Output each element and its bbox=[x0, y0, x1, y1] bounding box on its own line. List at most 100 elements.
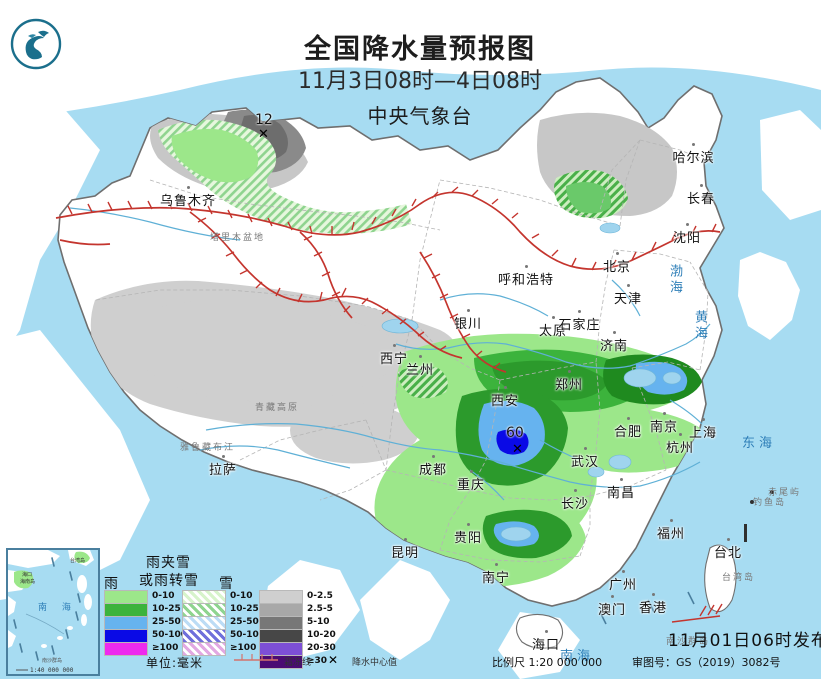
legend-snow-swatch bbox=[259, 629, 303, 643]
city-label-text: 合肥 bbox=[614, 425, 643, 440]
city-label: 银川 bbox=[454, 309, 482, 332]
svg-text:南 海: 南 海 bbox=[38, 601, 77, 613]
legend-sleet-swatch bbox=[182, 629, 226, 643]
frost-line-label: 霜冻线 bbox=[284, 658, 312, 668]
city-label: 重庆 bbox=[457, 470, 485, 493]
city-marker-dot bbox=[726, 538, 730, 541]
city-label-text: 银川 bbox=[454, 317, 483, 332]
city-marker-dot bbox=[186, 186, 190, 189]
city-label-text: 拉萨 bbox=[209, 463, 238, 478]
legend-snow-label: 0-2.5 bbox=[307, 591, 333, 601]
city-marker-dot bbox=[567, 370, 571, 373]
islands bbox=[515, 544, 737, 649]
city-label: 广州 bbox=[609, 570, 637, 593]
legend-snow-label: 20-30 bbox=[307, 643, 336, 653]
svg-text:1:40 000 000: 1:40 000 000 bbox=[30, 667, 74, 674]
city-marker-dot bbox=[573, 489, 577, 492]
sea-label: 渤海 bbox=[667, 264, 682, 296]
city-label: 南昌 bbox=[607, 478, 635, 501]
precip-center-x-icon: ✕ bbox=[512, 442, 523, 457]
city-label: 南京 bbox=[650, 412, 678, 435]
sleet-area-gansu bbox=[398, 365, 448, 399]
city-label-text: 呼和浩特 bbox=[498, 273, 555, 288]
south-china-sea-inset-map: 南 海 海口 海南岛 台湾岛 南沙群岛 1:40 000 000 bbox=[6, 548, 100, 676]
city-label: 台北 bbox=[714, 538, 742, 561]
city-label: 长沙 bbox=[561, 489, 589, 512]
geographic-feature-label: 青藏高原 bbox=[255, 403, 300, 413]
map-approval-number: 审图号：GS（2019）3082号 bbox=[632, 656, 781, 669]
precipitation-fields bbox=[90, 109, 724, 606]
city-marker-dot bbox=[701, 418, 705, 421]
geographic-feature-label: 南沙群岛 bbox=[666, 637, 711, 647]
legend-snow-swatch bbox=[259, 616, 303, 630]
city-label: 昆明 bbox=[391, 538, 419, 561]
precip-center-value: 12 bbox=[255, 112, 273, 128]
legend-header-rain: 雨 bbox=[104, 576, 119, 592]
city-label-text: 香港 bbox=[639, 601, 668, 616]
legend-columns: 雨 雨夹雪 或雨转雪 雪 0-10 10-25 25-50 50-100 ≥100 0-… bbox=[104, 546, 404, 679]
geographic-feature-label: 台湾岛 bbox=[722, 573, 756, 583]
legend-sleet-label: 50-100 bbox=[230, 630, 266, 640]
sea-label: 东海 bbox=[742, 436, 777, 451]
city-marker-dot bbox=[615, 252, 619, 255]
city-label: 成都 bbox=[419, 455, 447, 478]
city-marker-dot bbox=[692, 143, 695, 146]
city-marker-dot bbox=[221, 455, 225, 458]
legend-snow-label: 10-20 bbox=[307, 630, 336, 640]
city-label: 西安 bbox=[491, 386, 519, 409]
legend-sleet-label: 25-50 bbox=[230, 617, 259, 627]
city-label-text: 广州 bbox=[609, 578, 638, 593]
city-label-text: 西安 bbox=[491, 394, 520, 409]
legend-snow-swatch bbox=[259, 655, 303, 669]
city-label: 贵阳 bbox=[454, 523, 482, 546]
legend-rain-label: 0-10 bbox=[152, 591, 175, 601]
wind-barb-symbol bbox=[671, 603, 723, 623]
map-scale: 比例尺 1:20 000 000 bbox=[492, 656, 603, 669]
city-marker-dot bbox=[403, 538, 407, 541]
legend-rain-label: 10-25 bbox=[152, 604, 181, 614]
city-marker-dot bbox=[551, 316, 555, 319]
city-label: 拉萨 bbox=[209, 455, 237, 478]
city-label: 济南 bbox=[600, 331, 628, 354]
legend-header-sleet-line2: 或雨转雪 bbox=[139, 573, 199, 589]
sea-label: 黄海 bbox=[692, 310, 707, 342]
city-label-text: 南京 bbox=[650, 420, 679, 435]
city-label-text: 福州 bbox=[657, 527, 686, 542]
svg-text:海口: 海口 bbox=[22, 571, 32, 578]
city-marker-dot bbox=[583, 447, 587, 450]
precip-center-value: 60 bbox=[506, 425, 524, 441]
svg-text:南沙群岛: 南沙群岛 bbox=[42, 657, 62, 664]
city-label: 天津 bbox=[614, 284, 642, 307]
legend-sleet-label: ≥100 bbox=[230, 643, 257, 653]
map-legend: 南 海 海口 海南岛 台湾岛 南沙群岛 1:40 000 000 雨 雨夹雪 或… bbox=[0, 546, 821, 679]
city-marker-dot bbox=[626, 417, 630, 420]
city-marker-dot bbox=[610, 595, 614, 598]
city-marker-dot bbox=[669, 519, 673, 522]
city-label-text: 成都 bbox=[419, 463, 448, 478]
city-label-text: 郑州 bbox=[555, 378, 584, 393]
svg-text:海南岛: 海南岛 bbox=[20, 578, 35, 585]
rain-area-xinjiang bbox=[171, 128, 259, 183]
legend-header-snow: 雪 bbox=[219, 576, 234, 592]
city-marker-dot bbox=[678, 433, 682, 436]
city-marker-dot bbox=[662, 412, 666, 415]
city-label-text: 石家庄 bbox=[558, 318, 601, 333]
geographic-feature-label: 塔里木盆地 bbox=[210, 233, 266, 243]
city-marker-dot bbox=[503, 386, 507, 389]
city-label-text: 北京 bbox=[603, 260, 632, 275]
city-marker-dot bbox=[466, 523, 470, 526]
city-marker-dot bbox=[651, 593, 655, 596]
city-label-text: 南宁 bbox=[482, 571, 511, 586]
city-label-text: 长沙 bbox=[561, 497, 590, 512]
city-label-text: 海口 bbox=[532, 638, 561, 653]
issue-time: 11月01日06时发布 bbox=[668, 631, 821, 651]
city-marker-dot bbox=[524, 265, 528, 268]
city-marker-dot bbox=[466, 309, 470, 312]
city-label-text: 台北 bbox=[714, 546, 743, 561]
city-label: 兰州 bbox=[406, 355, 434, 378]
lakes bbox=[381, 222, 682, 542]
city-label: 石家庄 bbox=[559, 310, 601, 333]
legend-snow-label: ≥30 bbox=[307, 656, 328, 666]
geographic-feature-label: 钓鱼岛 bbox=[753, 498, 787, 508]
